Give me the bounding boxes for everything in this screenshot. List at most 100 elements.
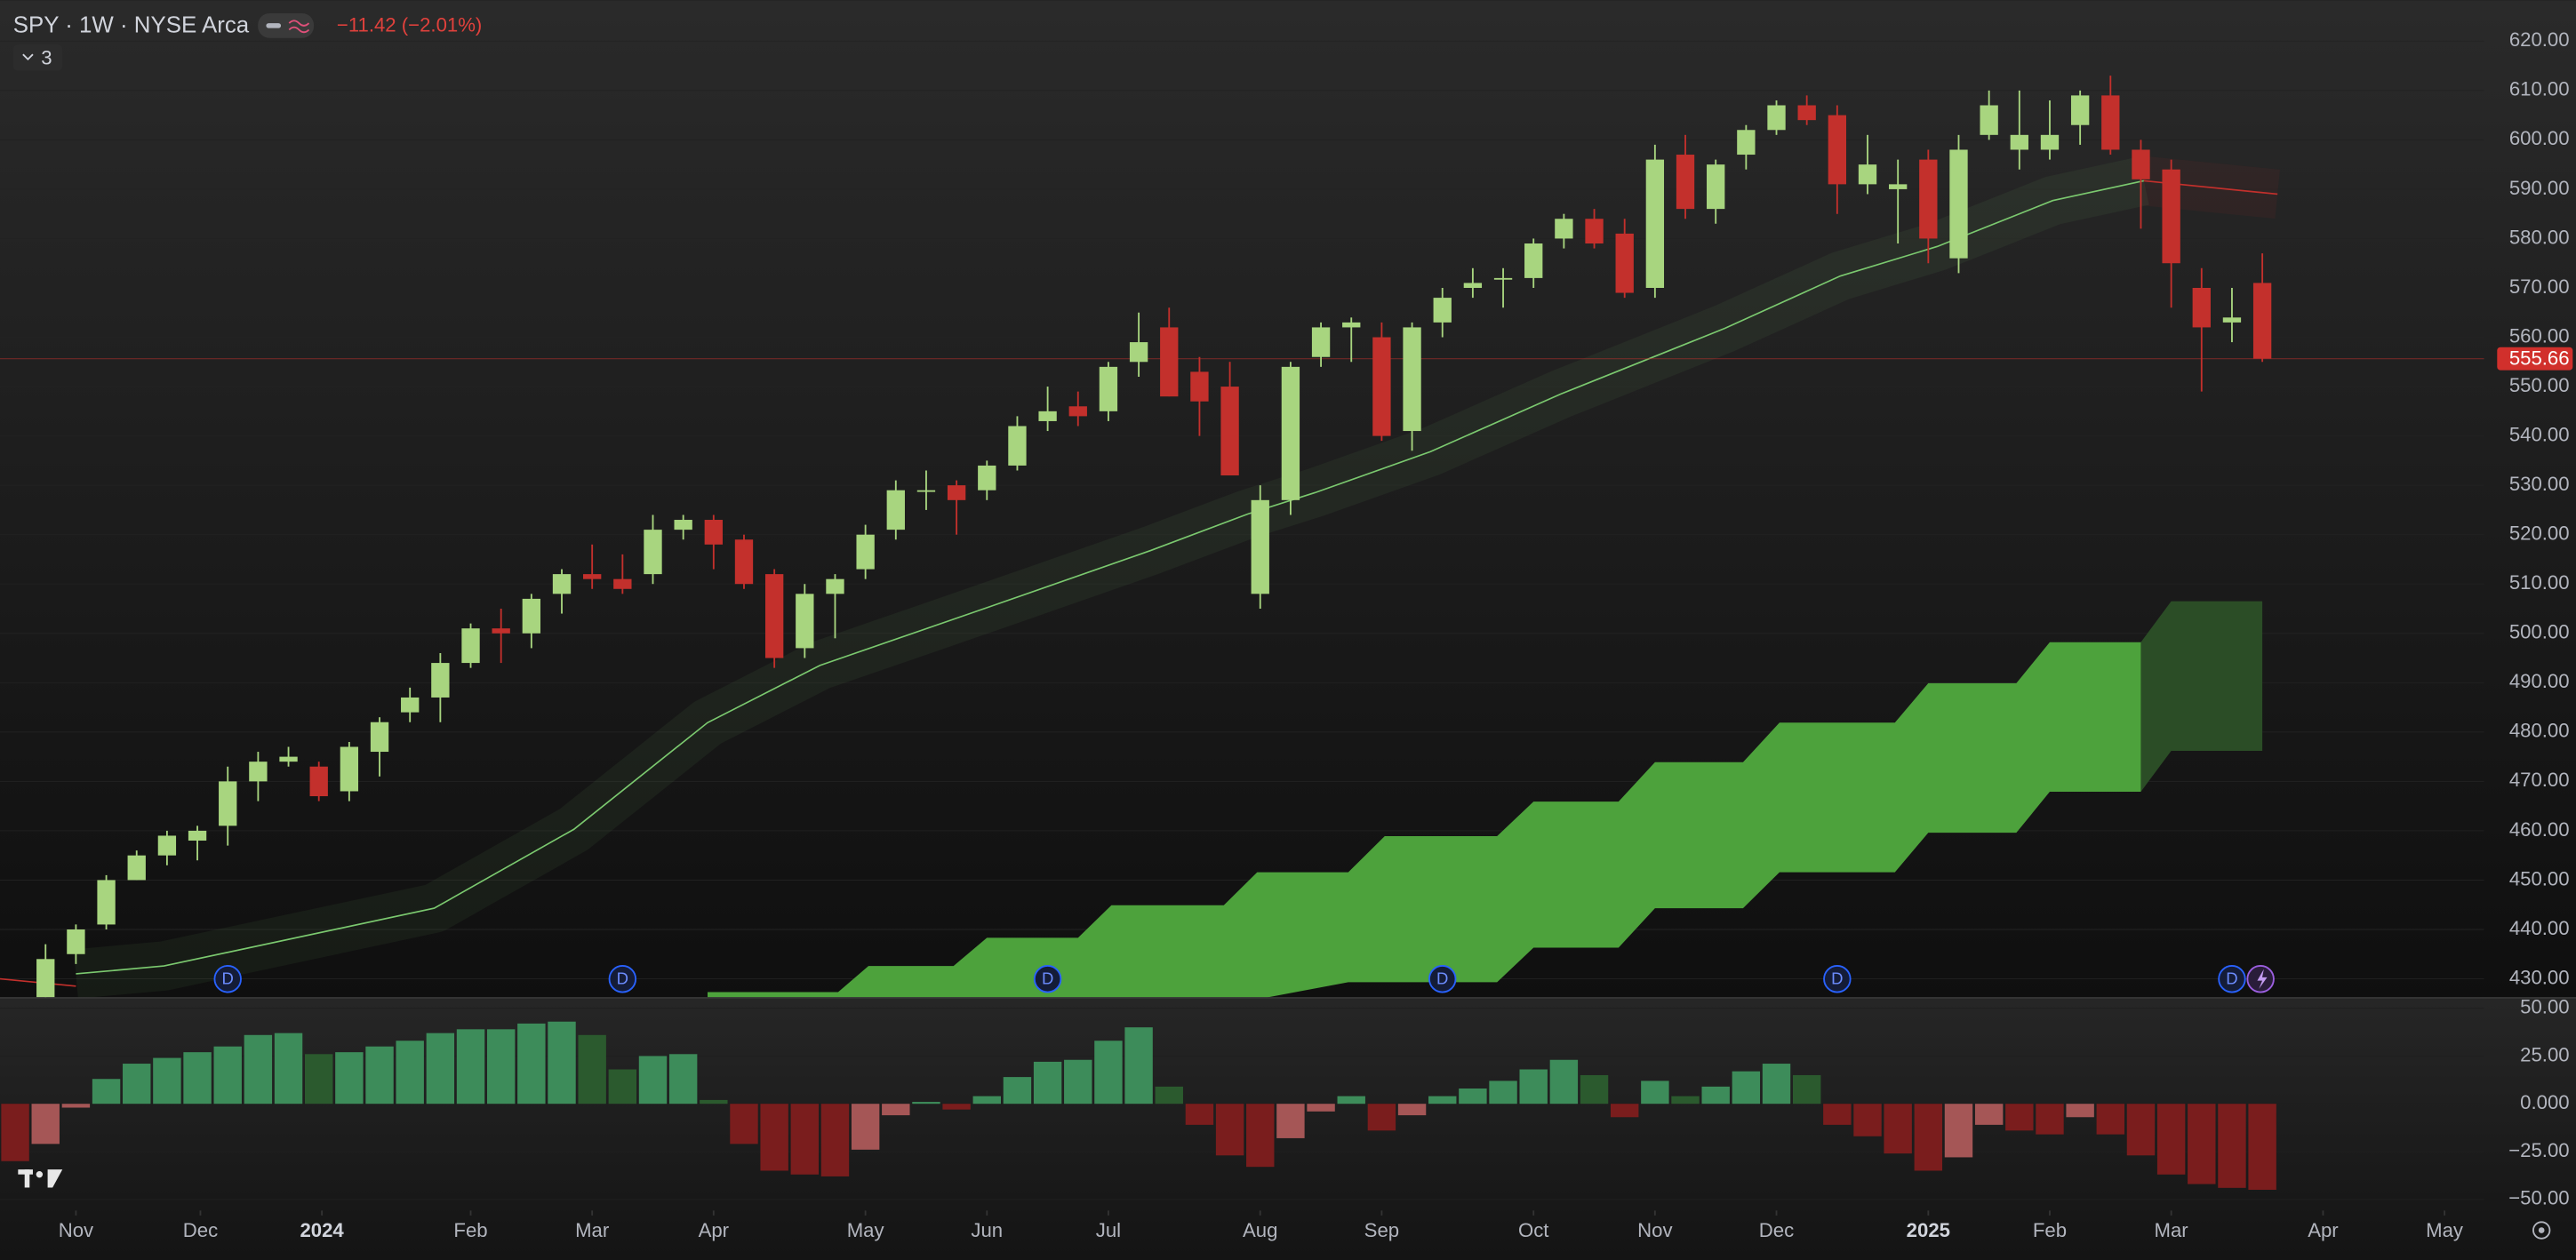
mode-pill[interactable]: [258, 12, 315, 38]
histogram-bar: [730, 1104, 758, 1144]
candle-body: [1555, 219, 1573, 239]
x-tick-label: Jul: [1096, 1219, 1121, 1241]
histogram-bar: [1823, 1104, 1852, 1125]
candle-body: [1190, 371, 1209, 402]
candle-body: [370, 722, 389, 753]
candle-body: [309, 766, 328, 797]
dividend-event: [1428, 965, 1457, 993]
y-tick-label: 550.00: [2509, 374, 2570, 396]
ema-line: [76, 179, 2145, 975]
histogram-bar: [304, 1054, 333, 1104]
candle-body: [1281, 366, 1300, 500]
histogram-bar: [92, 1079, 121, 1104]
histogram-bar: [123, 1064, 151, 1104]
candle-body: [1645, 159, 1665, 288]
x-tick-label: 2025: [1907, 1219, 1950, 1241]
y-tick-label: 440.00: [2509, 917, 2570, 939]
y-tick-label: 430.00: [2509, 966, 2570, 988]
candle-body: [1828, 115, 1847, 185]
candle-body: [674, 520, 692, 530]
dividend-event: [2218, 965, 2246, 993]
dividend-event: [608, 965, 637, 993]
candle-body: [704, 520, 723, 545]
y-tick-label: 50.00: [2520, 996, 2569, 1018]
histogram-bar: [2188, 1104, 2216, 1184]
x-tick-label: Aug: [1243, 1219, 1277, 1241]
x-tick-label: Sep: [1364, 1219, 1399, 1241]
cloud-forecast: [2140, 601, 2263, 793]
candle-body: [2010, 134, 2028, 150]
dividend-event: [1033, 965, 1062, 993]
candle-body: [1585, 219, 1604, 244]
candle-body: [219, 781, 237, 826]
candle-body: [36, 959, 55, 998]
histogram-bar: [851, 1104, 880, 1150]
candle-body: [613, 578, 632, 589]
price-plot: [0, 40, 2484, 998]
histogram-bar: [1276, 1104, 1305, 1138]
histogram-bar: [548, 1021, 576, 1104]
candle-body: [461, 628, 480, 664]
histogram-bar: [820, 1104, 850, 1176]
histogram-bar: [1307, 1104, 1335, 1112]
candle-body: [1129, 342, 1148, 363]
histogram-bar: [1367, 1104, 1396, 1131]
event-label: D: [1831, 969, 1843, 988]
histogram-bar: [1, 1104, 29, 1161]
cloud: [707, 642, 2141, 998]
y-tick-label: 560.00: [2509, 324, 2570, 347]
lightning-icon: [2257, 969, 2268, 989]
candle-body: [856, 534, 875, 570]
candle-body: [157, 835, 177, 856]
settings-icon[interactable]: [2532, 1221, 2551, 1240]
candle-body: [279, 756, 298, 762]
pill-icon: [288, 20, 310, 34]
histogram-bar: [335, 1052, 364, 1104]
candle-body: [826, 578, 844, 594]
logo-part: [24, 1169, 30, 1188]
candle-body: [2192, 287, 2211, 328]
histogram-bar: [912, 1102, 940, 1104]
symbol-title: SPY · 1W · NYSE Arca: [13, 13, 250, 38]
legend-toggle[interactable]: [12, 44, 63, 71]
histogram-bar: [2005, 1104, 2034, 1131]
x-tick-label: Mar: [2155, 1219, 2189, 1241]
y-tick-label: 0.000: [2520, 1091, 2569, 1113]
y-tick-label: 590.00: [2509, 177, 2570, 199]
candle-body: [1068, 406, 1087, 417]
candle-body: [1980, 105, 1998, 135]
y-tick-label: 490.00: [2509, 670, 2570, 692]
candle-body: [1463, 283, 1483, 288]
candle-body: [2222, 317, 2242, 323]
histogram-bar: [486, 1029, 516, 1104]
candle-body: [1888, 184, 1908, 189]
candle-body: [1767, 105, 1786, 131]
histogram-bar: [2096, 1104, 2125, 1135]
y-tick-label: 460.00: [2509, 818, 2570, 841]
histogram-bar: [244, 1034, 273, 1104]
tv-logo: [18, 1169, 63, 1188]
candle-body: [431, 663, 450, 698]
histogram-bar: [790, 1104, 820, 1175]
event-label: D: [617, 969, 628, 988]
histogram-bar: [213, 1046, 242, 1104]
x-tick-label: Nov: [59, 1219, 93, 1241]
candle-body: [583, 574, 602, 579]
candle-body: [1311, 327, 1331, 357]
histogram-bar: [426, 1033, 455, 1104]
candle-body: [1220, 387, 1239, 476]
logo-part: [47, 1169, 63, 1188]
candle-body: [67, 929, 85, 954]
histogram-bar: [1185, 1104, 1214, 1125]
x-tick-label: May: [847, 1219, 885, 1241]
candle-body: [2252, 283, 2272, 359]
x-tick-label: May: [2426, 1219, 2464, 1241]
x-tick-label: Jun: [971, 1219, 1003, 1241]
candle-body: [644, 530, 662, 575]
histogram-bar: [153, 1057, 181, 1104]
candle-body: [97, 880, 116, 925]
histogram-bar: [2218, 1104, 2246, 1188]
x-tick-label: Apr: [2308, 1219, 2339, 1241]
histogram-bar: [1549, 1059, 1579, 1104]
